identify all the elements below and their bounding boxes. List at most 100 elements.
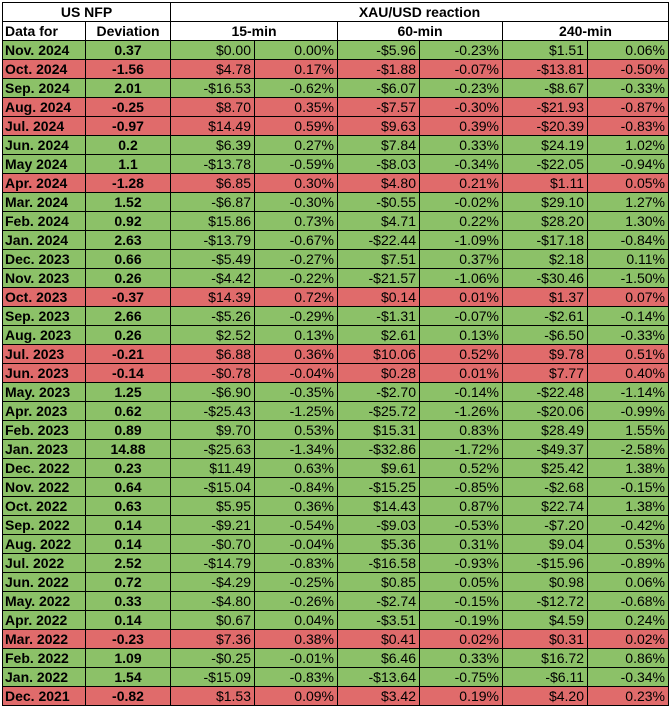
row-deviation: 0.72 <box>85 572 171 592</box>
row-60min-pct: -1.06% <box>419 268 503 288</box>
column-header-60-min: 60-min <box>337 21 503 41</box>
row-15min-pct: 0.04% <box>254 610 338 630</box>
row-15min-usd: $15.86 <box>170 211 255 231</box>
row-date: Oct. 2022 <box>2 496 86 516</box>
row-240min-usd: $0.98 <box>502 572 588 592</box>
row-240min-usd: -$17.18 <box>502 230 588 250</box>
row-240min-usd: $25.42 <box>502 458 588 478</box>
row-60min-pct: -0.93% <box>419 553 503 573</box>
row-60min-pct: -0.85% <box>419 477 503 497</box>
row-15min-pct: -0.25% <box>254 572 338 592</box>
row-240min-pct: -0.50% <box>587 59 669 79</box>
row-deviation: 0.2 <box>85 135 171 155</box>
table-row: Dec. 2023 0.66 -$5.49 -0.27% $7.51 0.37% $2.18… <box>2 249 669 269</box>
row-15min-usd: -$4.42 <box>170 268 255 288</box>
row-date: Dec. 2023 <box>2 249 86 269</box>
row-deviation: 0.92 <box>85 211 171 231</box>
table-row: May. 2023 1.25 -$6.90 -0.35% -$2.70 -0.14% -$2… <box>2 382 669 402</box>
row-60min-pct: 0.19% <box>419 686 503 706</box>
row-240min-usd: -$20.39 <box>502 116 588 136</box>
row-240min-usd: $22.74 <box>502 496 588 516</box>
row-deviation: 2.01 <box>85 78 171 98</box>
row-60min-pct: 0.02% <box>419 629 503 649</box>
row-15min-pct: -0.04% <box>254 363 338 383</box>
table-row: Jan. 2023 14.88 -$25.63 -1.34% -$32.86 -1.72%… <box>2 439 669 459</box>
row-60min-pct: 0.33% <box>419 648 503 668</box>
row-15min-pct: 0.17% <box>254 59 338 79</box>
row-60min-usd: -$9.03 <box>337 515 420 535</box>
row-240min-usd: -$13.81 <box>502 59 588 79</box>
row-240min-usd: $28.20 <box>502 211 588 231</box>
row-60min-pct: -1.09% <box>419 230 503 250</box>
row-deviation: -0.37 <box>85 287 171 307</box>
row-60min-usd: $2.61 <box>337 325 420 345</box>
row-240min-usd: -$8.67 <box>502 78 588 98</box>
table-row: Oct. 2022 0.63 $5.95 0.36% $14.43 0.87% $22.74… <box>2 496 669 516</box>
row-date: Oct. 2023 <box>2 287 86 307</box>
row-60min-pct: 0.33% <box>419 135 503 155</box>
row-date: Jul. 2023 <box>2 344 86 364</box>
row-date: Jan. 2022 <box>2 667 86 687</box>
column-header-date: Data for <box>2 21 86 41</box>
nfp-gold-reaction-table: US NFP XAU/USD reaction Data for Deviati… <box>2 2 669 706</box>
row-15min-usd: $14.49 <box>170 116 255 136</box>
row-60min-usd: -$1.88 <box>337 59 420 79</box>
row-date: Mar. 2024 <box>2 192 86 212</box>
row-deviation: 0.63 <box>85 496 171 516</box>
row-15min-pct: -0.29% <box>254 306 338 326</box>
row-240min-usd: -$22.05 <box>502 154 588 174</box>
table-row: Nov. 2024 0.37 $0.00 0.00% -$5.96 -0.23% $1.51… <box>2 40 669 60</box>
row-60min-usd: $0.85 <box>337 572 420 592</box>
group-header-xau-usd-reaction: XAU/USD reaction <box>170 2 669 22</box>
row-15min-usd: $1.53 <box>170 686 255 706</box>
row-deviation: 0.26 <box>85 325 171 345</box>
row-15min-usd: $0.00 <box>170 40 255 60</box>
row-15min-usd: -$6.87 <box>170 192 255 212</box>
column-header-row: Data for Deviation 15-min 60-min 240-min <box>2 21 669 41</box>
row-240min-usd: $0.31 <box>502 629 588 649</box>
group-header-us-nfp: US NFP <box>2 2 171 22</box>
row-240min-usd: $2.18 <box>502 249 588 269</box>
table-row: Sep. 2024 2.01 -$16.53 -0.62% -$6.07 -0.23% -$… <box>2 78 669 98</box>
table-row: Dec. 2021 -0.82 $1.53 0.09% $3.42 0.19% $4.20 0… <box>2 686 669 706</box>
row-date: Apr. 2022 <box>2 610 86 630</box>
row-240min-pct: 1.30% <box>587 211 669 231</box>
row-240min-pct: 0.06% <box>587 40 669 60</box>
table-row: Jun. 2023 -0.14 -$0.78 -0.04% $0.28 0.01% $7.7… <box>2 363 669 383</box>
row-60min-pct: 0.05% <box>419 572 503 592</box>
row-date: May 2024 <box>2 154 86 174</box>
row-240min-usd: $4.20 <box>502 686 588 706</box>
row-60min-usd: $3.42 <box>337 686 420 706</box>
row-deviation: 1.1 <box>85 154 171 174</box>
row-240min-usd: -$20.06 <box>502 401 588 421</box>
row-deviation: -0.97 <box>85 116 171 136</box>
row-60min-pct: 0.39% <box>419 116 503 136</box>
row-deviation: 0.64 <box>85 477 171 497</box>
row-60min-pct: 0.87% <box>419 496 503 516</box>
row-60min-pct: 0.52% <box>419 458 503 478</box>
row-240min-usd: $24.19 <box>502 135 588 155</box>
row-60min-pct: -0.07% <box>419 59 503 79</box>
row-240min-usd: -$30.46 <box>502 268 588 288</box>
row-240min-pct: -0.84% <box>587 230 669 250</box>
row-15min-usd: -$14.79 <box>170 553 255 573</box>
row-60min-pct: 0.31% <box>419 534 503 554</box>
row-date: Apr. 2024 <box>2 173 86 193</box>
row-date: Feb. 2022 <box>2 648 86 668</box>
row-60min-usd: -$5.96 <box>337 40 420 60</box>
row-15min-usd: $11.49 <box>170 458 255 478</box>
table-row: Mar. 2022 -0.23 $7.36 0.38% $0.41 0.02% $0.31 0… <box>2 629 669 649</box>
row-date: Feb. 2024 <box>2 211 86 231</box>
row-15min-pct: 0.72% <box>254 287 338 307</box>
row-60min-usd: $7.84 <box>337 135 420 155</box>
row-60min-pct: 0.01% <box>419 287 503 307</box>
row-60min-pct: -0.75% <box>419 667 503 687</box>
row-60min-pct: 0.52% <box>419 344 503 364</box>
row-deviation: -0.14 <box>85 363 171 383</box>
row-15min-pct: -0.83% <box>254 667 338 687</box>
row-15min-pct: 0.09% <box>254 686 338 706</box>
row-240min-pct: -0.33% <box>587 78 669 98</box>
row-60min-pct: -0.34% <box>419 154 503 174</box>
row-15min-usd: $6.85 <box>170 173 255 193</box>
row-240min-usd: $16.72 <box>502 648 588 668</box>
